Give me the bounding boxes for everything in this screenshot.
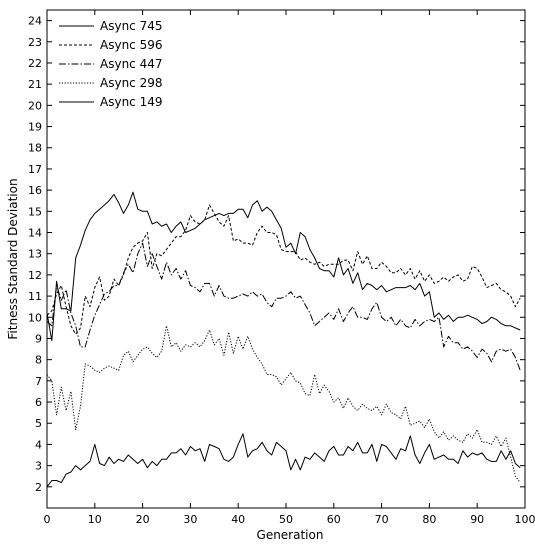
y-tick-label: 5 [35, 417, 42, 430]
x-tick-label: 90 [470, 513, 484, 526]
x-tick-label: 50 [279, 513, 293, 526]
x-axis-title: Generation [257, 528, 324, 542]
series-line-4 [46, 433, 521, 488]
y-tick-label: 11 [28, 290, 42, 303]
y-tick-label: 23 [28, 36, 42, 49]
y-tick-label: 3 [35, 460, 42, 473]
x-tick-label: 60 [327, 513, 341, 526]
x-axis-ticks: 0 10 20 30 40 50 60 70 80 90 100 [44, 10, 535, 526]
y-tick-label: 8 [35, 354, 42, 367]
y-tick-label: 22 [28, 57, 42, 70]
x-tick-label: 10 [88, 513, 102, 526]
y-tick-label: 21 [28, 78, 42, 91]
y-tick-label: 14 [28, 227, 42, 240]
series-line-2 [46, 242, 521, 371]
y-tick-label: 19 [28, 121, 42, 134]
y-tick-label: 16 [28, 184, 42, 197]
y-tick-label: 20 [28, 99, 42, 112]
y-tick-label: 2 [35, 481, 42, 494]
series-lines [46, 191, 521, 488]
legend: Async 745 Async 596 Async 447 Async 298 Asyn… [59, 19, 162, 109]
legend-label: Async 447 [100, 57, 162, 71]
legend-label: Async 596 [100, 38, 162, 52]
x-tick-label: 80 [422, 513, 436, 526]
y-tick-label: 9 [35, 332, 42, 345]
y-tick-label: 7 [35, 375, 42, 388]
y-tick-label: 12 [28, 269, 42, 282]
series-line-1 [46, 204, 521, 335]
x-tick-label: 0 [44, 513, 51, 526]
x-tick-label: 40 [231, 513, 245, 526]
series-line-0 [46, 191, 521, 342]
x-tick-label: 20 [136, 513, 150, 526]
y-tick-label: 15 [28, 205, 42, 218]
legend-label: Async 745 [100, 19, 162, 33]
x-tick-label: 100 [515, 513, 535, 526]
y-tick-label: 13 [28, 248, 42, 261]
y-tick-label: 6 [35, 396, 42, 409]
y-tick-label: 4 [35, 438, 42, 451]
y-tick-label: 18 [28, 142, 42, 155]
legend-label: Async 298 [100, 76, 162, 90]
series-line-3 [46, 325, 521, 483]
x-tick-label: 70 [375, 513, 389, 526]
y-tick-label: 17 [28, 163, 42, 176]
y-axis-title: Fitness Standard Deviation [6, 178, 20, 339]
x-tick-label: 30 [183, 513, 197, 526]
legend-label: Async 149 [100, 95, 162, 109]
y-tick-label: 10 [28, 311, 42, 324]
y-tick-label: 24 [28, 15, 42, 28]
